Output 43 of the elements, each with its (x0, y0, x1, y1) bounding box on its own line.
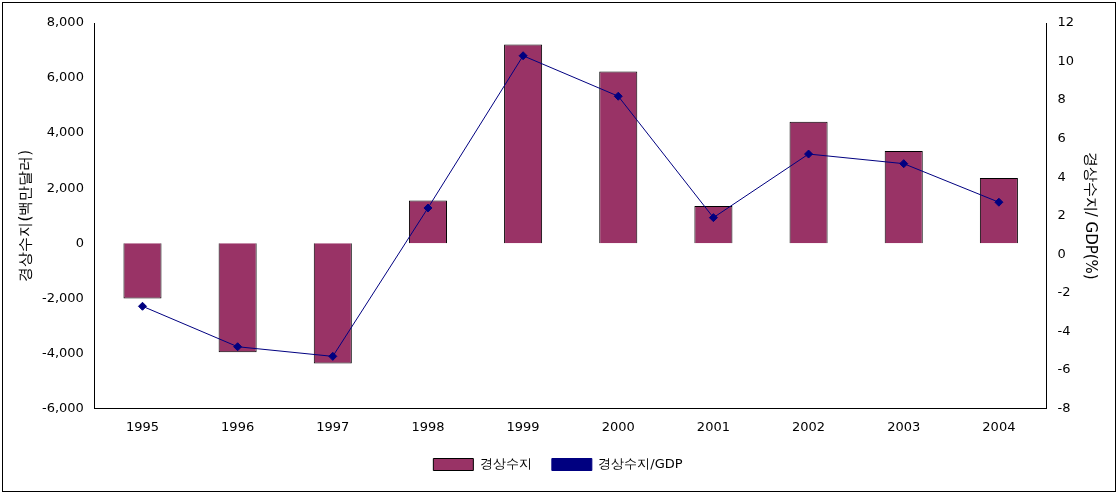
legend-label: 경상수지/GDP (598, 455, 683, 471)
y2-tick-label: -4 (1057, 322, 1071, 338)
y2-tick-label: 0 (1057, 245, 1066, 261)
y-tick-label: -4,000 (41, 344, 84, 360)
y-tick-label: -2,000 (41, 289, 84, 305)
y2-tick-label: 6 (1057, 129, 1066, 145)
y2-tick-label: 10 (1057, 52, 1074, 68)
x-tick-label: 2000 (601, 418, 635, 434)
y-tick-label: 6,000 (46, 69, 84, 85)
point (804, 149, 814, 159)
point (233, 342, 243, 352)
point (613, 91, 623, 101)
y2-tick-label: 4 (1057, 168, 1066, 184)
x-tick-label: 1999 (506, 418, 540, 434)
y2-tick-label: -2 (1057, 284, 1071, 300)
point (518, 51, 528, 61)
x-tick-label: 1996 (221, 418, 255, 434)
x-tick-label: 1995 (125, 418, 160, 434)
y-tick-label: 2,000 (46, 179, 84, 195)
x-tick-label: 2002 (792, 418, 826, 434)
y2-tick-label: -6 (1057, 361, 1071, 377)
y-axis-title: 경상수지(백만달러) (15, 149, 34, 282)
y2-tick-label: 8 (1057, 91, 1066, 107)
legend-label: 경상수지 (479, 455, 532, 471)
y-tick-label: -6,000 (41, 399, 84, 415)
y-tick-label: 8,000 (46, 14, 84, 30)
point (137, 301, 147, 311)
point (328, 351, 338, 361)
x-tick-label: 2003 (887, 418, 921, 434)
y-tick-label: 0 (75, 234, 84, 250)
y2-axis-title: 경상수지/ GDP(%) (1082, 151, 1101, 280)
y2-tick-label: -8 (1057, 399, 1071, 415)
x-tick-label: 2001 (696, 418, 730, 434)
point (423, 203, 433, 213)
y-tick-label: 4,000 (46, 124, 84, 140)
x-tick-label: 1997 (316, 418, 350, 434)
x-tick-label: 2004 (982, 418, 1016, 434)
y2-tick-label: 2 (1057, 207, 1066, 223)
point (708, 213, 718, 223)
point (899, 159, 909, 169)
point (994, 197, 1004, 207)
y2-tick-label: 12 (1057, 14, 1074, 30)
x-tick-label: 1998 (411, 418, 445, 434)
